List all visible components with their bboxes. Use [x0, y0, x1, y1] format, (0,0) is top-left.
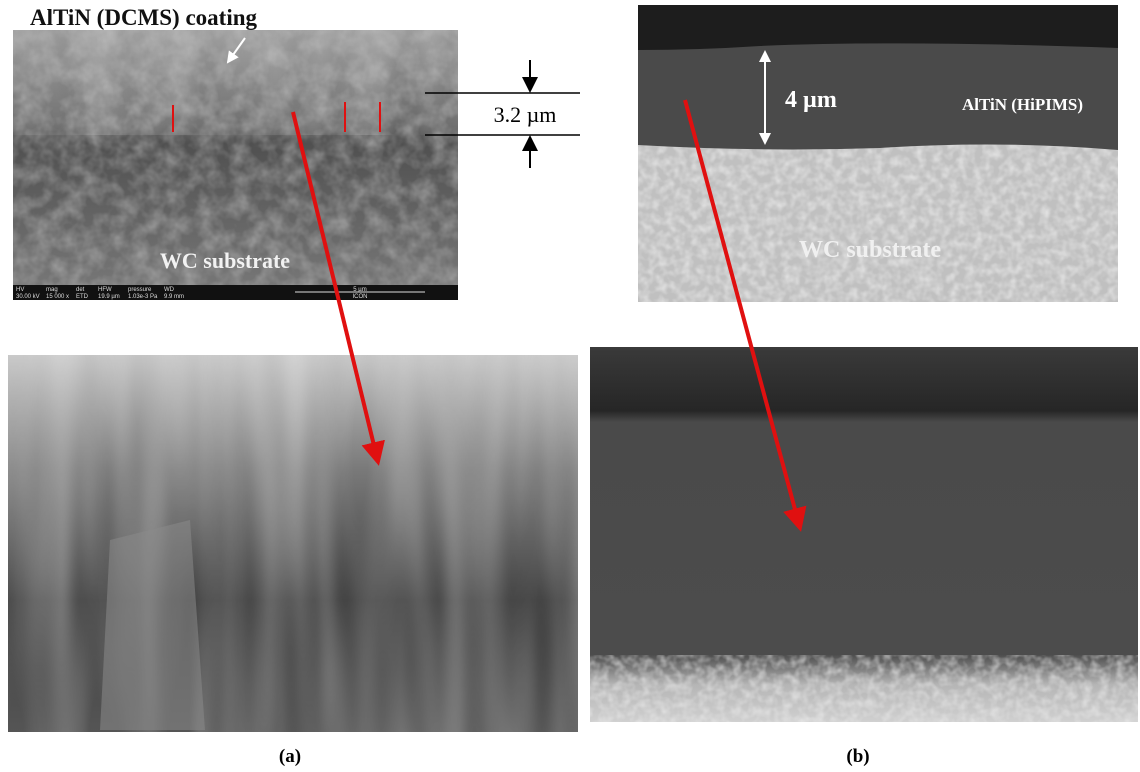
coating-label: AlTiN (DCMS) coating	[30, 5, 258, 30]
databar-value: 19.9 µm	[98, 294, 120, 300]
databar-header: pressure	[128, 287, 152, 293]
databar-header: HV	[16, 287, 24, 293]
databar-value: ETD	[76, 294, 89, 300]
thickness-label: 4 µm	[785, 87, 837, 113]
sem-columns	[13, 30, 458, 135]
coating-label: AlTiN (HiPIMS)	[962, 95, 1083, 114]
thickness-label: 3.2 µm	[494, 102, 557, 127]
figure: HV30.00 kV mag15 000 x detETD HFW19.9 µm pre…	[0, 0, 1140, 772]
databar-header: HFW	[98, 287, 112, 293]
top-layer	[638, 5, 1118, 50]
databar-value: 15 000 x	[46, 294, 69, 300]
panel-b-top: 4 µm AlTiN (HiPIMS) WC substrate	[638, 5, 1118, 302]
panel-label: (b)	[846, 746, 869, 767]
panel-b-zoom	[590, 347, 1138, 722]
panel-label: (a)	[279, 746, 301, 767]
databar-value: 1.03e-3 Pa	[128, 294, 158, 300]
databar-header: mag	[46, 287, 58, 293]
databar-value: 30.00 kV	[16, 294, 40, 300]
databar-lab: ICON	[353, 294, 368, 300]
sem-texture	[590, 655, 1138, 722]
databar-header: WD	[164, 287, 175, 293]
grain-shape	[100, 520, 205, 730]
databar-value: 9.9 mm	[164, 294, 184, 300]
sem-texture	[638, 140, 1118, 302]
databar-header: det	[76, 287, 85, 293]
sem-columns	[8, 355, 578, 732]
substrate-label: WC substrate	[799, 237, 941, 263]
substrate-label: WC substrate	[160, 248, 290, 273]
panel-a-zoom	[8, 355, 578, 732]
